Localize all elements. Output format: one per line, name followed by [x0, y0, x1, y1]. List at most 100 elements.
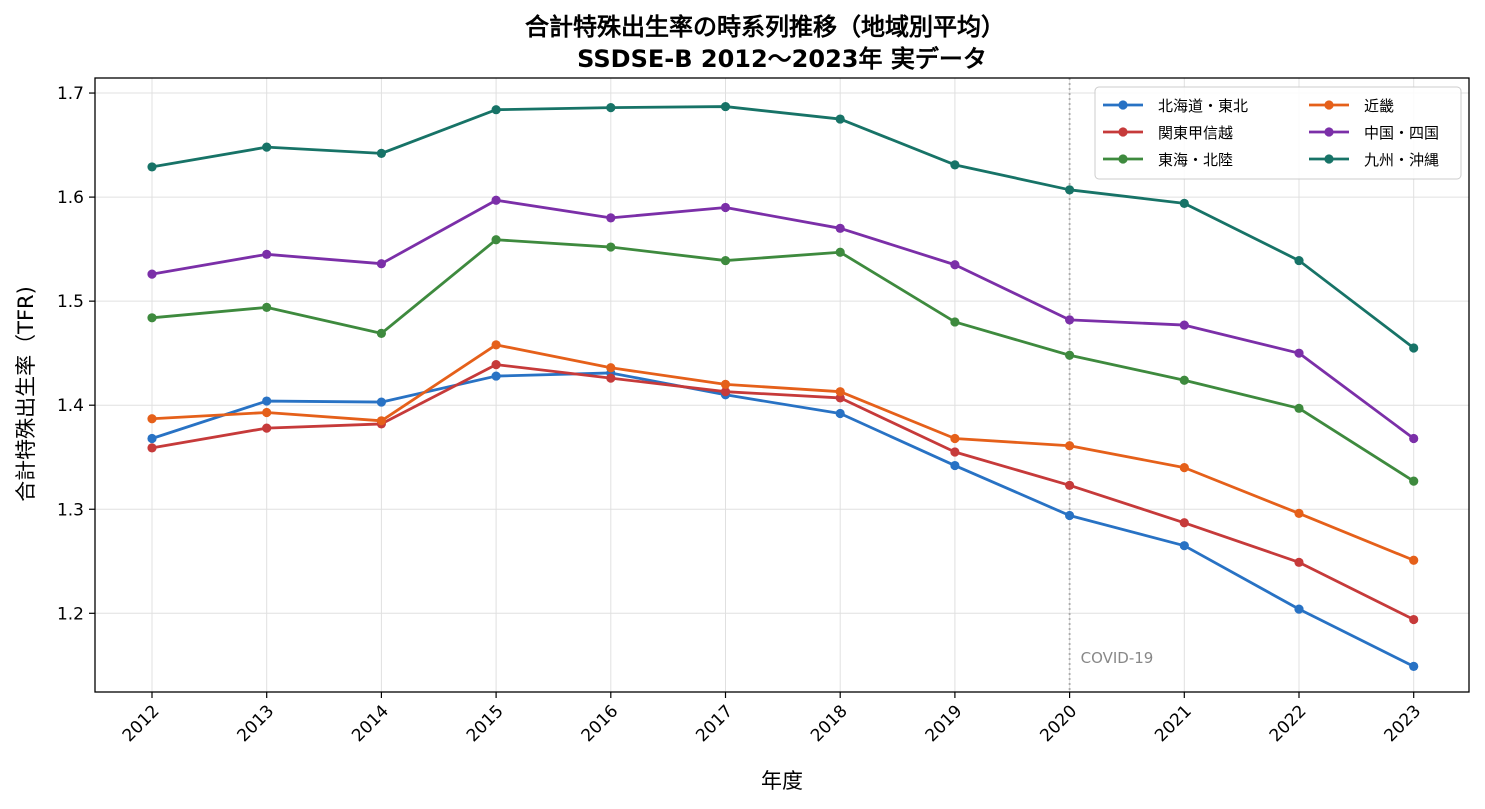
data-point — [262, 249, 272, 259]
data-point — [1294, 557, 1304, 567]
legend-swatch-marker — [1118, 127, 1128, 137]
x-tick-label: 2019 — [922, 701, 967, 746]
series-line — [150, 363, 1416, 621]
data-point — [720, 379, 731, 389]
data-point — [950, 260, 960, 270]
legend-item: 北海道・東北 — [1103, 97, 1248, 115]
covid-annotation: COVID-19 — [1081, 649, 1154, 667]
x-tick-label: 2013 — [234, 701, 279, 746]
data-point — [376, 259, 386, 269]
series-1 — [147, 368, 1419, 671]
y-tick-label: 1.6 — [57, 188, 84, 208]
y-tick-label: 1.3 — [57, 500, 84, 520]
data-point — [1409, 614, 1419, 625]
data-point — [606, 103, 616, 113]
series-5 — [147, 195, 1419, 444]
chart-subtitle: SSDSE-B 2012〜2023年 実データ — [577, 45, 987, 73]
gridlines — [95, 78, 1469, 692]
data-point — [147, 269, 157, 279]
legend-label: 九州・沖縄 — [1364, 151, 1439, 169]
x-tick-label: 2021 — [1151, 701, 1196, 746]
data-point — [950, 460, 960, 471]
data-point — [1065, 441, 1075, 451]
data-point — [1409, 555, 1419, 565]
x-tick-label: 2022 — [1266, 701, 1311, 746]
x-tick-label: 2023 — [1380, 701, 1425, 746]
series-group — [147, 101, 1419, 671]
data-point — [1179, 463, 1189, 473]
data-point — [1294, 403, 1304, 413]
x-tick-label: 2015 — [463, 701, 508, 746]
data-point — [720, 387, 731, 397]
legend-item: 近畿 — [1309, 97, 1394, 115]
axis-ticks: 2012 2013 2014 2015 2016 2017 2018 2019 2020 2021… — [57, 84, 1425, 746]
x-tick-label: 2017 — [692, 701, 737, 746]
data-point — [1409, 661, 1419, 671]
series-3 — [147, 235, 1419, 486]
data-point — [835, 114, 845, 124]
data-point — [835, 387, 845, 397]
data-point — [606, 242, 616, 252]
y-tick-label: 1.2 — [57, 604, 84, 624]
data-point — [147, 414, 157, 424]
series-6 — [147, 101, 1419, 353]
y-tick-label: 1.5 — [57, 292, 84, 312]
series-line — [150, 238, 1416, 483]
x-tick-label: 2016 — [578, 701, 623, 746]
data-point — [950, 447, 960, 457]
legend-swatch-marker — [1324, 100, 1334, 110]
data-point — [491, 360, 501, 370]
data-point — [491, 195, 501, 205]
legend-box — [1094, 86, 1462, 180]
data-point — [835, 408, 845, 419]
legend-item: 関東甲信越 — [1103, 124, 1233, 142]
data-point — [1409, 433, 1419, 444]
x-tick-label: 2012 — [119, 701, 164, 746]
data-point — [1179, 541, 1189, 551]
y-axis-label: 合計特殊出生率（TFR) — [14, 286, 38, 502]
x-axis-label: 年度 — [761, 769, 803, 793]
legend-label: 関東甲信越 — [1158, 124, 1233, 142]
legend-label: 北海道・東北 — [1158, 97, 1248, 115]
data-point — [950, 160, 960, 170]
legend-item: 中国・四国 — [1309, 124, 1439, 142]
data-point — [376, 328, 386, 339]
data-point — [1409, 476, 1419, 486]
data-point — [147, 433, 157, 444]
data-point — [376, 416, 386, 426]
data-point — [1065, 185, 1075, 195]
series-line — [150, 198, 1416, 440]
x-tick-label: 2014 — [348, 701, 393, 746]
y-tick-label: 1.4 — [57, 396, 84, 416]
data-point — [606, 373, 616, 383]
legend-swatch-marker — [1324, 127, 1334, 137]
data-point — [606, 363, 616, 373]
legend-swatch-marker — [1118, 100, 1128, 110]
data-point — [1409, 343, 1419, 353]
data-point — [1294, 255, 1304, 266]
chart-title: 合計特殊出生率の時系列推移（地域別平均） — [525, 13, 1005, 41]
data-point — [262, 302, 272, 312]
data-point — [606, 213, 616, 223]
data-point — [1065, 510, 1075, 521]
x-tick-label: 2020 — [1036, 701, 1081, 746]
data-point — [262, 423, 272, 433]
legend-item: 九州・沖縄 — [1309, 151, 1439, 169]
legend-item: 東海・北陸 — [1103, 151, 1233, 169]
data-point — [1294, 508, 1304, 519]
series-line — [150, 343, 1416, 562]
data-point — [262, 407, 272, 418]
data-point — [491, 235, 501, 245]
data-point — [147, 162, 157, 172]
data-point — [1179, 375, 1189, 385]
data-point — [376, 397, 386, 407]
data-point — [1294, 348, 1304, 358]
data-point — [491, 340, 501, 350]
data-point — [1065, 315, 1075, 325]
series-line — [150, 105, 1416, 350]
legend-swatch-marker — [1324, 154, 1334, 164]
data-point — [262, 396, 272, 406]
legend-label: 近畿 — [1364, 97, 1394, 115]
